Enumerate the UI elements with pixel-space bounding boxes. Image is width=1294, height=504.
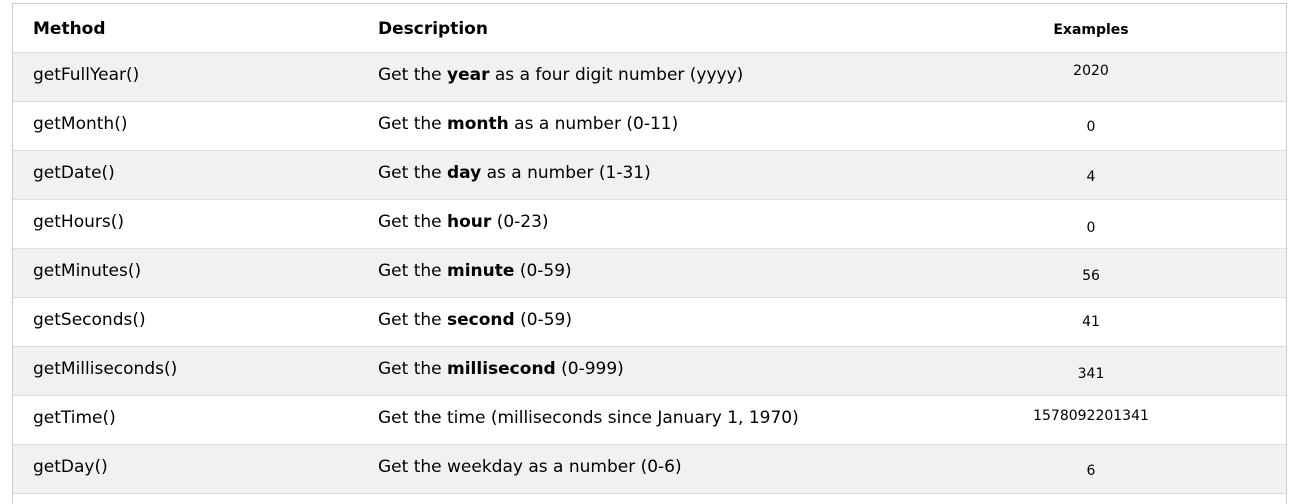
description-text: Get the bbox=[378, 65, 448, 85]
description-keyword: month bbox=[447, 114, 509, 134]
description-keyword: minute bbox=[447, 261, 515, 281]
description-cell: Get the minute (0-59) bbox=[358, 249, 896, 297]
header-method: Method bbox=[33, 19, 106, 39]
table-body: getFullYear() Get the year as a four dig… bbox=[13, 53, 1286, 494]
method-cell: getDate() bbox=[33, 163, 115, 183]
description-text: Get the weekday as a number (0-6) bbox=[378, 457, 682, 477]
description-cell: Get the time (milliseconds since January… bbox=[358, 396, 896, 444]
description-cell: Get the hour (0-23) bbox=[358, 200, 896, 248]
description-keyword: year bbox=[447, 65, 490, 85]
table-row: getDay() Get the weekday as a number (0-… bbox=[13, 445, 1286, 494]
description-keyword: millisecond bbox=[447, 359, 556, 379]
table-row: getHours() Get the hour (0-23) 0 bbox=[13, 200, 1286, 249]
description-text-rest: as a number (1-31) bbox=[481, 163, 651, 183]
description-text: Get the bbox=[378, 359, 448, 379]
description-keyword: day bbox=[447, 163, 482, 183]
description-text-rest: (0-59) bbox=[514, 261, 572, 281]
table-row: getDate() Get the day as a number (1-31)… bbox=[13, 151, 1286, 200]
description-text-rest: (0-999) bbox=[555, 359, 624, 379]
example-cell: 6 bbox=[1086, 463, 1096, 479]
description-cell: Get the weekday as a number (0-6) bbox=[358, 445, 896, 493]
description-cell: Get the year as a four digit number (yyy… bbox=[358, 53, 896, 101]
method-cell: getMilliseconds() bbox=[33, 359, 178, 379]
description-text: Get the time (milliseconds since January… bbox=[378, 408, 799, 428]
description-cell: Get the month as a number (0-11) bbox=[358, 102, 896, 150]
table-row: getSeconds() Get the second (0-59) 41 bbox=[13, 298, 1286, 347]
method-cell: getTime() bbox=[33, 408, 116, 428]
description-text: Get the bbox=[378, 163, 448, 183]
example-cell: 56 bbox=[1082, 268, 1100, 284]
table-row: getTime() Get the time (milliseconds sin… bbox=[13, 396, 1286, 445]
method-cell: getMinutes() bbox=[33, 261, 142, 281]
example-cell: 41 bbox=[1082, 314, 1100, 330]
table-row: getMonth() Get the month as a number (0-… bbox=[13, 102, 1286, 151]
table-header: Method Description Examples bbox=[13, 4, 1286, 53]
description-text-rest: (0-23) bbox=[491, 212, 549, 232]
description-cell: Get the second (0-59) bbox=[358, 298, 896, 346]
example-cell: 0 bbox=[1086, 220, 1096, 236]
header-description: Description bbox=[378, 19, 488, 39]
example-cell: 341 bbox=[1077, 366, 1105, 382]
description-text: Get the bbox=[378, 310, 448, 330]
description-text-rest: as a number (0-11) bbox=[508, 114, 679, 134]
table-row: getMilliseconds() Get the millisecond (0… bbox=[13, 347, 1286, 396]
date-methods-table: Method Description Examples getFullYear(… bbox=[12, 3, 1287, 504]
description-keyword: second bbox=[447, 310, 515, 330]
description-text: Get the bbox=[378, 212, 448, 232]
example-cell: 4 bbox=[1086, 169, 1096, 185]
description-text: Get the bbox=[378, 261, 448, 281]
description-cell: Get the day as a number (1-31) bbox=[358, 151, 896, 199]
example-cell: 1578092201341 bbox=[1033, 408, 1149, 424]
example-cell: 0 bbox=[1086, 119, 1096, 135]
method-cell: getHours() bbox=[33, 212, 124, 232]
example-cell: 2020 bbox=[1073, 63, 1109, 79]
table-row: getMinutes() Get the minute (0-59) 56 bbox=[13, 249, 1286, 298]
description-cell: Get the millisecond (0-999) bbox=[358, 347, 896, 395]
method-cell: getSeconds() bbox=[33, 310, 146, 330]
description-text: Get the bbox=[378, 114, 448, 134]
method-cell: getFullYear() bbox=[33, 65, 140, 85]
method-cell: getMonth() bbox=[33, 114, 128, 134]
method-cell: getDay() bbox=[33, 457, 108, 477]
header-examples: Examples bbox=[1053, 22, 1129, 38]
description-text-rest: (0-59) bbox=[514, 310, 572, 330]
description-text-rest: as a four digit number (yyyy) bbox=[489, 65, 744, 85]
table-row: getFullYear() Get the year as a four dig… bbox=[13, 53, 1286, 102]
description-keyword: hour bbox=[447, 212, 492, 232]
